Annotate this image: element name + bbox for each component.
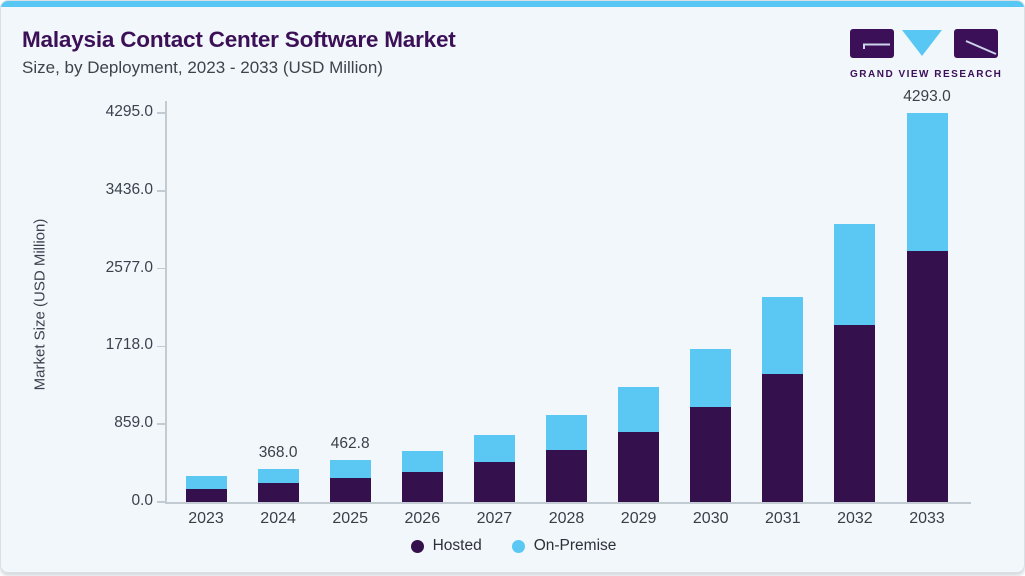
legend-label-hosted: Hosted: [432, 537, 482, 554]
bar-value-label-2033: 4293.0: [903, 88, 951, 106]
bar-segment-on-premise-2031: [762, 297, 804, 374]
x-axis: [165, 502, 971, 504]
y-tick-label: 4295.0: [105, 103, 153, 120]
grand-view-research-logo: GRAND VIEW RESEARCH: [850, 29, 1003, 80]
bar-segment-on-premise-2024: [257, 468, 299, 484]
x-tick-label-2024: 2024: [260, 510, 296, 527]
x-tick-label-2023: 2023: [188, 510, 224, 527]
legend: Hosted On-Premise: [1, 537, 1024, 555]
y-tick: [157, 345, 165, 348]
bar-segment-on-premise-2025: [329, 460, 371, 478]
bar-segment-hosted-2024: [257, 483, 299, 502]
legend-swatch-on-premise: [511, 539, 525, 553]
bar-segment-on-premise-2023: [185, 476, 227, 489]
x-tick-label-2032: 2032: [837, 510, 873, 527]
y-tick: [157, 501, 165, 503]
y-tick: [157, 423, 165, 425]
bar-segment-on-premise-2027: [473, 435, 515, 462]
y-tick: [157, 267, 165, 270]
x-tick-label-2031: 2031: [765, 510, 801, 527]
legend-item-hosted: Hosted: [410, 537, 482, 555]
bar-segment-hosted-2023: [185, 488, 227, 502]
y-tick: [157, 112, 165, 114]
bar-segment-hosted-2029: [618, 431, 660, 502]
x-tick-label-2030: 2030: [692, 510, 729, 527]
bar-segment-on-premise-2033: [906, 113, 948, 251]
logo-r-glyph: [965, 40, 997, 55]
legend-item-on-premise: On-Premise: [511, 537, 617, 555]
bar-segment-hosted-2030: [690, 407, 732, 502]
bar-segment-on-premise-2028: [546, 414, 587, 451]
bar-segment-on-premise-2030: [690, 348, 732, 408]
x-tick-label-2027: 2027: [476, 510, 513, 527]
bar-segment-on-premise-2032: [834, 224, 876, 325]
bar-segment-hosted-2033: [906, 250, 948, 502]
x-tick-label-2033: 2033: [909, 510, 945, 527]
bar-segment-hosted-2028: [546, 450, 587, 502]
gvr-logo-mark: [850, 29, 998, 58]
bar-segment-hosted-2031: [762, 373, 804, 502]
y-tick-label: 2577.0: [105, 258, 153, 276]
y-tick-label: 0.0: [131, 492, 153, 509]
bar-value-label-2024: 368.0: [258, 443, 298, 461]
chart-subtitle: Size, by Deployment, 2023 - 2033 (USD Mi…: [22, 58, 383, 77]
logo-wordmark: GRAND VIEW RESEARCH: [850, 69, 1003, 80]
legend-label-on-premise: On-Premise: [533, 537, 617, 554]
y-tick: [157, 190, 165, 192]
chart-title: Malaysia Contact Center Software Market: [22, 27, 456, 52]
logo-v-triangle: [902, 30, 942, 56]
y-axis: [165, 101, 167, 502]
bar-segment-hosted-2027: [473, 461, 515, 502]
logo-g-glyph: [863, 43, 890, 49]
x-tick-label-2029: 2029: [620, 510, 657, 527]
y-tick-label: 859.0: [114, 414, 153, 432]
legend-swatch-hosted: [410, 539, 424, 553]
x-tick-label-2025: 2025: [332, 510, 368, 527]
y-axis-title: Market Size (USD Million): [31, 218, 49, 391]
x-tick-label-2028: 2028: [548, 510, 585, 527]
bar-segment-on-premise-2029: [618, 387, 660, 432]
bar-segment-hosted-2025: [329, 477, 371, 502]
bar-segment-hosted-2026: [401, 471, 443, 502]
top-accent-strip: [1, 1, 1024, 7]
y-tick-label: 1718.0: [105, 336, 153, 354]
x-tick-label-2026: 2026: [404, 510, 441, 527]
bar-value-label-2025: 462.8: [330, 435, 370, 453]
bar-segment-hosted-2032: [834, 324, 876, 502]
y-tick-label: 3436.0: [105, 180, 153, 198]
bar-segment-on-premise-2026: [401, 450, 443, 472]
